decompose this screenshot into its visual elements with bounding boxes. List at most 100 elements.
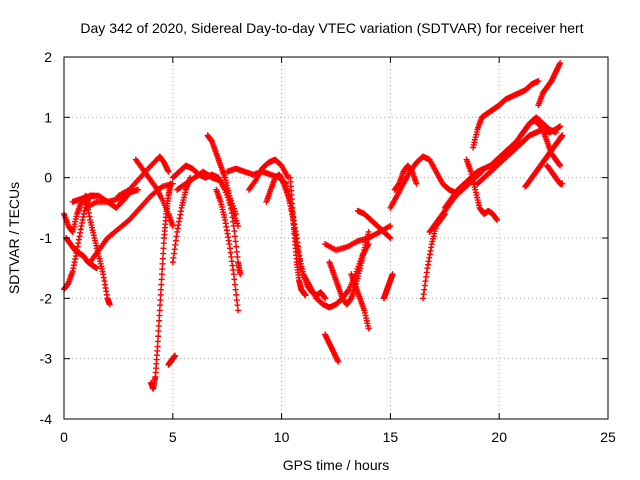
y-tick-label: -3: [40, 351, 53, 367]
data-point: [159, 255, 166, 262]
x-tick-labels: 0 5 10 15 20 25: [60, 429, 616, 445]
series-arc-10: [165, 352, 178, 368]
data-point: [231, 281, 238, 288]
y-tick-label: 2: [44, 49, 52, 65]
data-point: [155, 328, 162, 335]
data-point: [365, 228, 372, 235]
data-point: [158, 281, 165, 288]
series-arc-27: [380, 271, 396, 302]
x-tick-label: 0: [60, 429, 68, 445]
data-point: [365, 325, 372, 332]
data-point: [134, 186, 141, 193]
data-point: [156, 317, 163, 324]
y-tick-label: 1: [44, 109, 52, 125]
data-point: [158, 271, 165, 278]
data-point: [160, 250, 167, 257]
series-arc-38: [522, 132, 566, 190]
series-arc-06: [87, 180, 176, 266]
data-point: [106, 301, 113, 308]
data-point: [231, 228, 238, 235]
chart-title: Day 342 of 2020, Sidereal Day-to-day VTE…: [80, 20, 583, 36]
data-point: [535, 78, 542, 85]
data-point: [171, 352, 178, 359]
series-arc-20: [287, 174, 309, 299]
data-point: [387, 222, 394, 229]
data-point: [165, 168, 172, 175]
data-point: [232, 286, 239, 293]
data-point: [155, 333, 162, 340]
data-point: [233, 291, 240, 298]
data-point: [159, 260, 166, 267]
data-point: [302, 292, 309, 299]
data-point: [157, 297, 164, 304]
series-arc-26: [354, 207, 394, 241]
data-point: [93, 265, 100, 272]
axis-ticks: [63, 56, 609, 420]
y-tick-label: -1: [40, 230, 53, 246]
data-point: [231, 233, 238, 240]
data-point: [160, 240, 167, 247]
data-point: [233, 297, 240, 304]
data-point: [160, 245, 167, 252]
data-point: [154, 343, 161, 350]
data-point: [557, 60, 564, 67]
y-tick-label: -4: [40, 411, 53, 427]
data-point: [233, 243, 240, 250]
series-arc-29: [391, 162, 420, 193]
data-point: [231, 276, 238, 283]
data-point: [559, 180, 566, 187]
series-arc-36: [517, 117, 564, 169]
series-arc-39: [544, 162, 566, 187]
data-point: [169, 222, 176, 229]
data-point: [413, 180, 420, 187]
data-point: [232, 238, 239, 245]
series-arc-31: [426, 168, 485, 235]
y-axis-label: SDTVAR / TECUs: [6, 182, 22, 294]
data-point: [387, 235, 394, 241]
series-arc-08: [132, 156, 176, 229]
data-point: [335, 358, 342, 365]
data-point: [155, 322, 162, 329]
y-tick-label: 0: [44, 170, 52, 186]
data-point: [237, 271, 244, 278]
x-tick-label: 15: [383, 429, 399, 445]
series-arc-17: [245, 156, 292, 193]
data-point: [389, 271, 396, 278]
data-point: [230, 271, 237, 278]
data-point: [557, 162, 564, 169]
x-tick-label: 25: [600, 429, 616, 445]
data-point: [156, 307, 163, 314]
data-point: [230, 222, 237, 229]
series-arc-09: [148, 180, 174, 392]
x-tick-label: 20: [491, 429, 507, 445]
series-arc-15: [213, 186, 242, 314]
data-point: [233, 248, 240, 255]
data-point: [156, 312, 163, 319]
y-tick-labels: -4 -3 -2 -1 0 1 2: [40, 49, 53, 427]
series-arc-24: [322, 222, 394, 254]
y-tick-label: -2: [40, 290, 53, 306]
data-point: [251, 178, 258, 185]
x-axis-label: GPS time / hours: [283, 457, 390, 473]
data-point: [557, 123, 564, 130]
data-points: [61, 60, 566, 392]
data-point: [167, 180, 174, 187]
data-point: [232, 210, 239, 217]
data-point: [158, 276, 165, 283]
data-point: [151, 182, 158, 189]
series-arc-34: [470, 78, 542, 151]
x-tick-label: 5: [169, 429, 177, 445]
data-point: [235, 307, 242, 314]
data-point: [159, 266, 166, 273]
series-arc-37: [535, 60, 564, 109]
series-arc-07: [115, 153, 172, 199]
series-arc-25: [348, 271, 372, 332]
data-point: [157, 291, 164, 298]
series-arc-33: [463, 156, 501, 223]
x-tick-label: 10: [274, 429, 290, 445]
data-point: [157, 302, 164, 309]
data-point: [345, 287, 352, 294]
data-point: [234, 253, 241, 260]
series-arc-22: [322, 331, 342, 365]
